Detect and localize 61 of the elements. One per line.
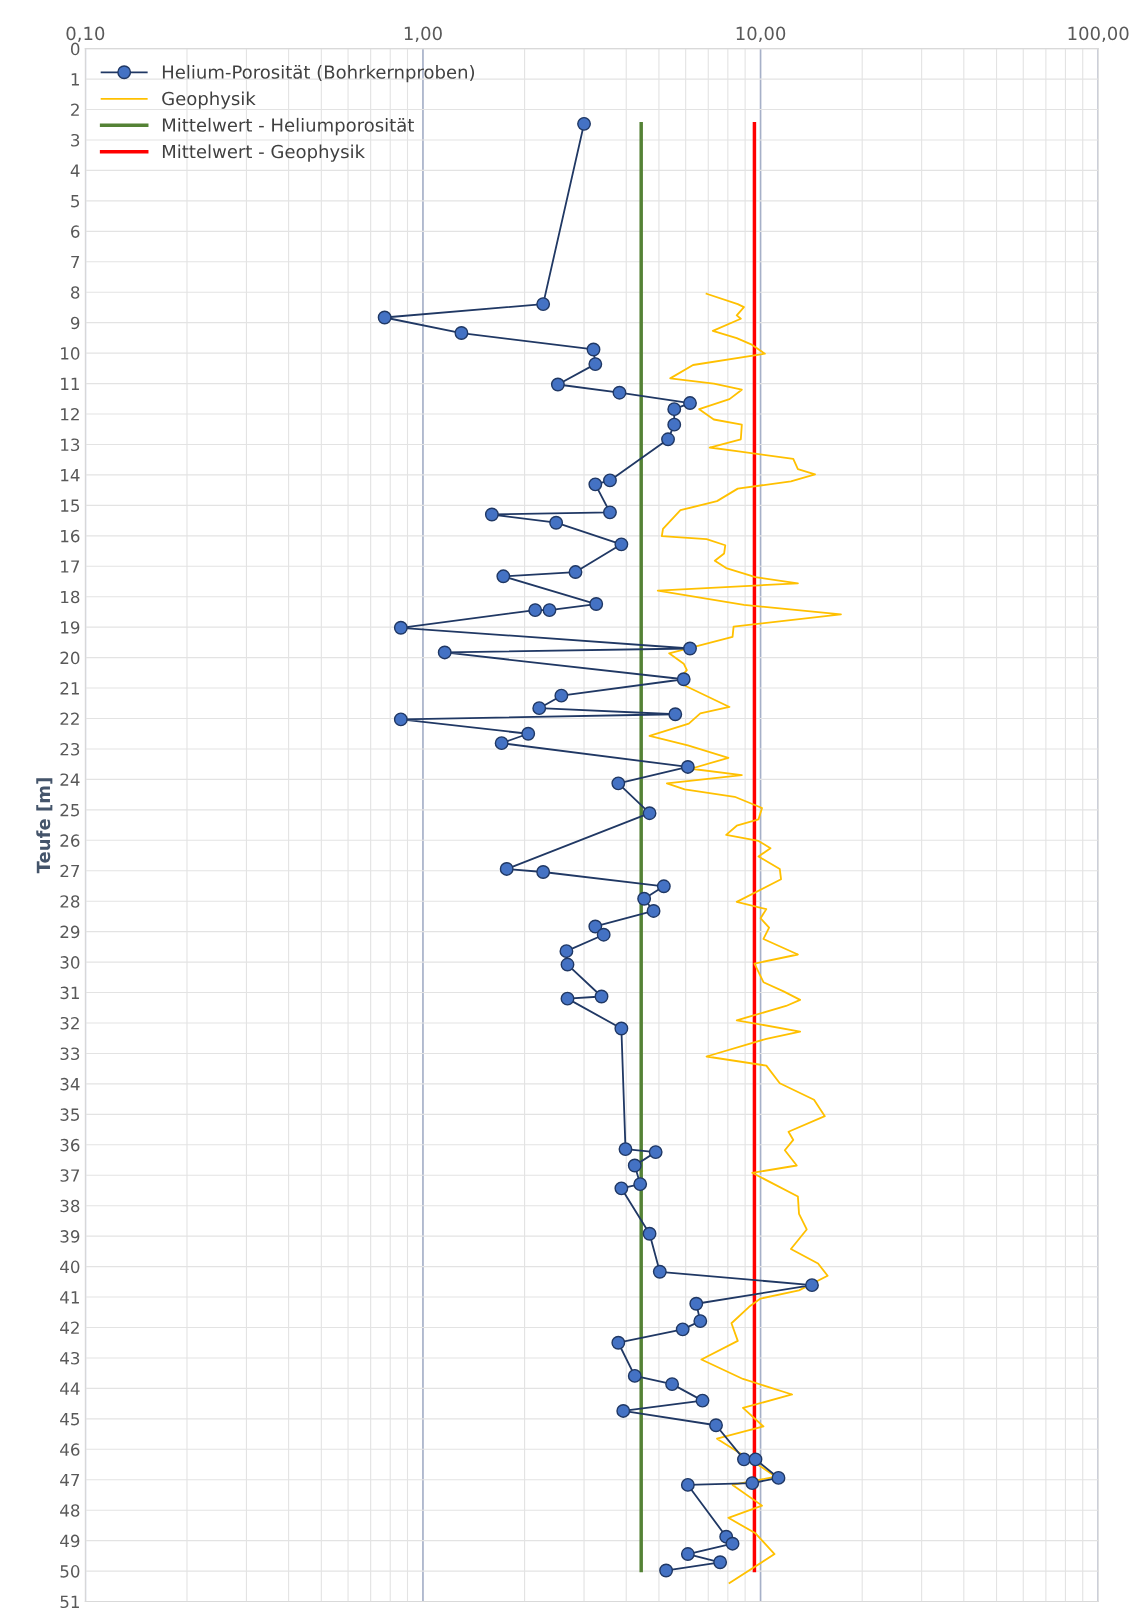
y-tick-label: 37	[60, 1169, 80, 1182]
y-tick-label: 5	[71, 195, 80, 208]
y-tick-label: 35	[60, 1108, 80, 1121]
y-tick-label: 25	[60, 803, 80, 817]
y-tick-label: 48	[60, 1504, 80, 1517]
legend-label: Geophysik	[162, 91, 256, 109]
y-tick-label: 21	[60, 682, 79, 695]
y-tick-label: 47	[60, 1473, 80, 1487]
x-tick-label: 10,00	[736, 26, 786, 43]
y-tick-label: 40	[60, 1260, 80, 1274]
legend-label: Mittelwert - Heliumporosität	[162, 117, 414, 136]
y-tick-label: 16	[61, 529, 80, 543]
y-tick-label: 42	[60, 1321, 79, 1334]
y-tick-label: 22	[60, 712, 79, 725]
y-tick-label: 14	[61, 469, 80, 482]
y-tick-label: 31	[60, 986, 79, 1000]
y-tick-label: 50	[60, 1565, 80, 1578]
y-tick-label: 19	[61, 621, 80, 634]
y-tick-label: 9	[70, 316, 80, 330]
y-tick-label: 49	[60, 1534, 80, 1548]
y-tick-label: 6	[71, 225, 80, 238]
y-tick-label: 39	[60, 1230, 80, 1243]
y-tick-label: 0	[70, 42, 80, 56]
y-tick-label: 32	[60, 1016, 79, 1030]
y-tick-label: 3	[71, 133, 80, 147]
y-tick-label: 20	[60, 651, 80, 665]
legend-label: Helium-Porosität (Bohrkernproben)	[162, 64, 475, 83]
y-tick-label: 34	[60, 1077, 80, 1091]
y-tick-label: 43	[60, 1351, 80, 1365]
y-tick-label: 36	[60, 1138, 80, 1152]
y-tick-label: 23	[60, 742, 80, 756]
y-tick-label: 24	[60, 773, 80, 786]
x-tick-label: 100,00	[1068, 26, 1129, 43]
y-tick-label: 51	[60, 1595, 79, 1609]
y-tick-label: 41	[60, 1291, 79, 1304]
y-tick-label: 15	[61, 499, 80, 512]
y-tick-label: 46	[60, 1443, 80, 1456]
y-tick-label: 45	[60, 1413, 80, 1426]
y-tick-label: 18	[61, 590, 80, 604]
y-tick-label: 11	[61, 377, 79, 390]
y-tick-label: 2	[71, 103, 79, 116]
y-tick-label: 30	[60, 956, 80, 969]
y-tick-label: 33	[60, 1047, 80, 1061]
y-axis-title: Teufe [m]	[36, 778, 53, 874]
y-tick-label: 4	[70, 164, 80, 177]
y-tick-label: 38	[60, 1199, 80, 1213]
y-tick-label: 1	[71, 73, 79, 86]
y-tick-label: 27	[60, 864, 80, 878]
y-tick-label: 8	[71, 286, 80, 299]
y-tick-label: 44	[60, 1382, 80, 1395]
y-tick-label: 26	[60, 834, 80, 847]
x-tick-label: 0,10	[66, 26, 105, 43]
y-tick-label: 10	[61, 347, 80, 360]
x-tick-label: 1,00	[404, 26, 442, 43]
y-tick-label: 13	[61, 438, 80, 452]
y-tick-label: 28	[60, 895, 80, 908]
legend-label: Mittelwert - Geophysik	[162, 144, 365, 162]
y-tick-label: 17	[61, 560, 80, 573]
y-tick-label: 12	[61, 407, 79, 421]
y-tick-label: 7	[71, 255, 80, 269]
y-tick-label: 29	[60, 925, 80, 939]
